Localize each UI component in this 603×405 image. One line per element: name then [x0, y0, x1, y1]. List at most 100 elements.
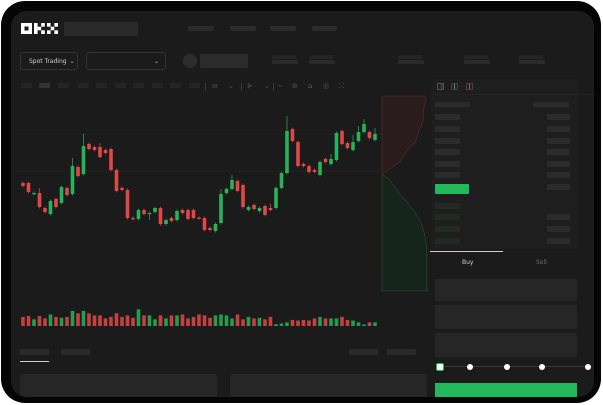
candle-body [169, 218, 174, 221]
timeframe-button [133, 83, 144, 88]
order-book-bids-icon[interactable] [451, 83, 458, 90]
volume-bar [125, 315, 130, 326]
volume-bar [169, 315, 174, 326]
volume-bar [351, 320, 355, 326]
draw-icon[interactable]: ⊱ [247, 82, 253, 90]
candle-body [158, 208, 163, 224]
volume-bar [186, 318, 190, 326]
slider-stop-75[interactable] [539, 364, 545, 370]
slider-stop-25[interactable] [467, 364, 473, 370]
bid-total [547, 214, 570, 220]
timeframe-button [58, 83, 69, 88]
buy-button[interactable] [435, 383, 577, 397]
volume-bar [142, 315, 146, 326]
stat-label [272, 55, 296, 59]
candle-body [202, 218, 207, 230]
bid-price [435, 214, 460, 220]
search-bar[interactable] [64, 22, 138, 36]
candle-body [290, 129, 295, 141]
amount-input[interactable] [435, 305, 577, 329]
tab-order-history[interactable] [61, 349, 90, 355]
volume-bar [48, 314, 53, 326]
volume-bar [164, 318, 168, 326]
stat-value [519, 60, 545, 64]
volume-bar [235, 314, 240, 326]
candle-body [257, 208, 262, 211]
nav-item-3[interactable] [270, 26, 296, 31]
line-icon[interactable]: ∼ [277, 82, 283, 90]
slider-stop-100[interactable] [585, 364, 591, 370]
volume-bar [263, 319, 267, 326]
volume-bar [191, 316, 196, 326]
volume-bar [120, 316, 124, 326]
tab-open-orders[interactable] [20, 349, 49, 355]
ruler-icon[interactable]: ⊘ [292, 82, 298, 90]
amount-slider-track[interactable] [441, 366, 589, 367]
depth-bids-area [381, 173, 428, 292]
nav-item-4[interactable] [312, 26, 337, 31]
stat-label [398, 55, 422, 59]
buy-tab[interactable]: Buy [462, 259, 474, 266]
ask-total [547, 172, 570, 178]
volume-bar [70, 310, 75, 326]
candle-body [114, 170, 119, 191]
candle-body [323, 159, 328, 162]
volume-bar [334, 318, 339, 326]
filter-button[interactable] [349, 349, 378, 355]
stat-value [309, 60, 335, 64]
volume-bar [131, 317, 135, 326]
stat-value [272, 60, 298, 64]
fullscreen-icon[interactable]: ⛶ [339, 82, 344, 90]
order-book-asks-icon[interactable] [466, 83, 473, 90]
volume-bar [114, 313, 119, 326]
candle-body [21, 183, 25, 186]
stat-value [464, 60, 490, 64]
view-all-button[interactable] [387, 349, 416, 355]
pair-dropdown[interactable]: ⌄ [86, 52, 166, 70]
price-input[interactable] [435, 279, 577, 301]
price-header [435, 102, 470, 107]
candle-body [224, 189, 229, 193]
timeframe-button [152, 83, 163, 88]
market-type-dropdown[interactable]: Spot Trading ⌄ [20, 52, 78, 70]
candle-body [340, 131, 344, 144]
candle-body [76, 167, 80, 176]
ask-price [435, 149, 460, 155]
candle-body [345, 143, 350, 148]
chevron-down-icon[interactable]: ⌄ [264, 82, 270, 90]
slider-stop-50[interactable] [504, 364, 510, 370]
bid-price [435, 238, 460, 244]
candle-body [92, 147, 97, 150]
volume-bar [274, 324, 278, 326]
order-book-both-icon[interactable] [437, 83, 444, 90]
candle-body [37, 193, 42, 207]
candle-body [263, 206, 267, 215]
volume-bar [59, 317, 64, 326]
pair-price [200, 54, 248, 68]
candle-body [175, 211, 179, 220]
total-input[interactable] [435, 333, 577, 357]
candle-body [103, 150, 108, 153]
indicator-icon[interactable]: ııı [212, 82, 218, 90]
amount-slider-handle[interactable] [436, 363, 444, 371]
volume-bar [246, 316, 251, 326]
candle-body [131, 218, 135, 220]
settings-icon[interactable]: ◎ [323, 82, 330, 90]
candle-body [180, 210, 185, 213]
okx-logo[interactable] [21, 23, 59, 34]
divider [431, 94, 594, 95]
chevron-down-icon[interactable]: ⌄ [228, 82, 234, 90]
camera-icon[interactable]: ⌂ [308, 82, 313, 90]
nav-item-2[interactable] [230, 26, 256, 31]
timeframe-button [78, 83, 89, 88]
sell-tab[interactable]: Sell [536, 259, 547, 266]
volume-bar [37, 316, 42, 326]
chevron-down-icon: ⌄ [69, 57, 75, 65]
bid-total [547, 226, 570, 232]
ask-price [435, 126, 460, 132]
coin-icon [183, 54, 197, 68]
candlestick-chart[interactable] [11, 11, 594, 397]
nav-item-1[interactable] [188, 26, 214, 31]
volume-bar [285, 322, 289, 326]
candle-body [279, 173, 284, 188]
